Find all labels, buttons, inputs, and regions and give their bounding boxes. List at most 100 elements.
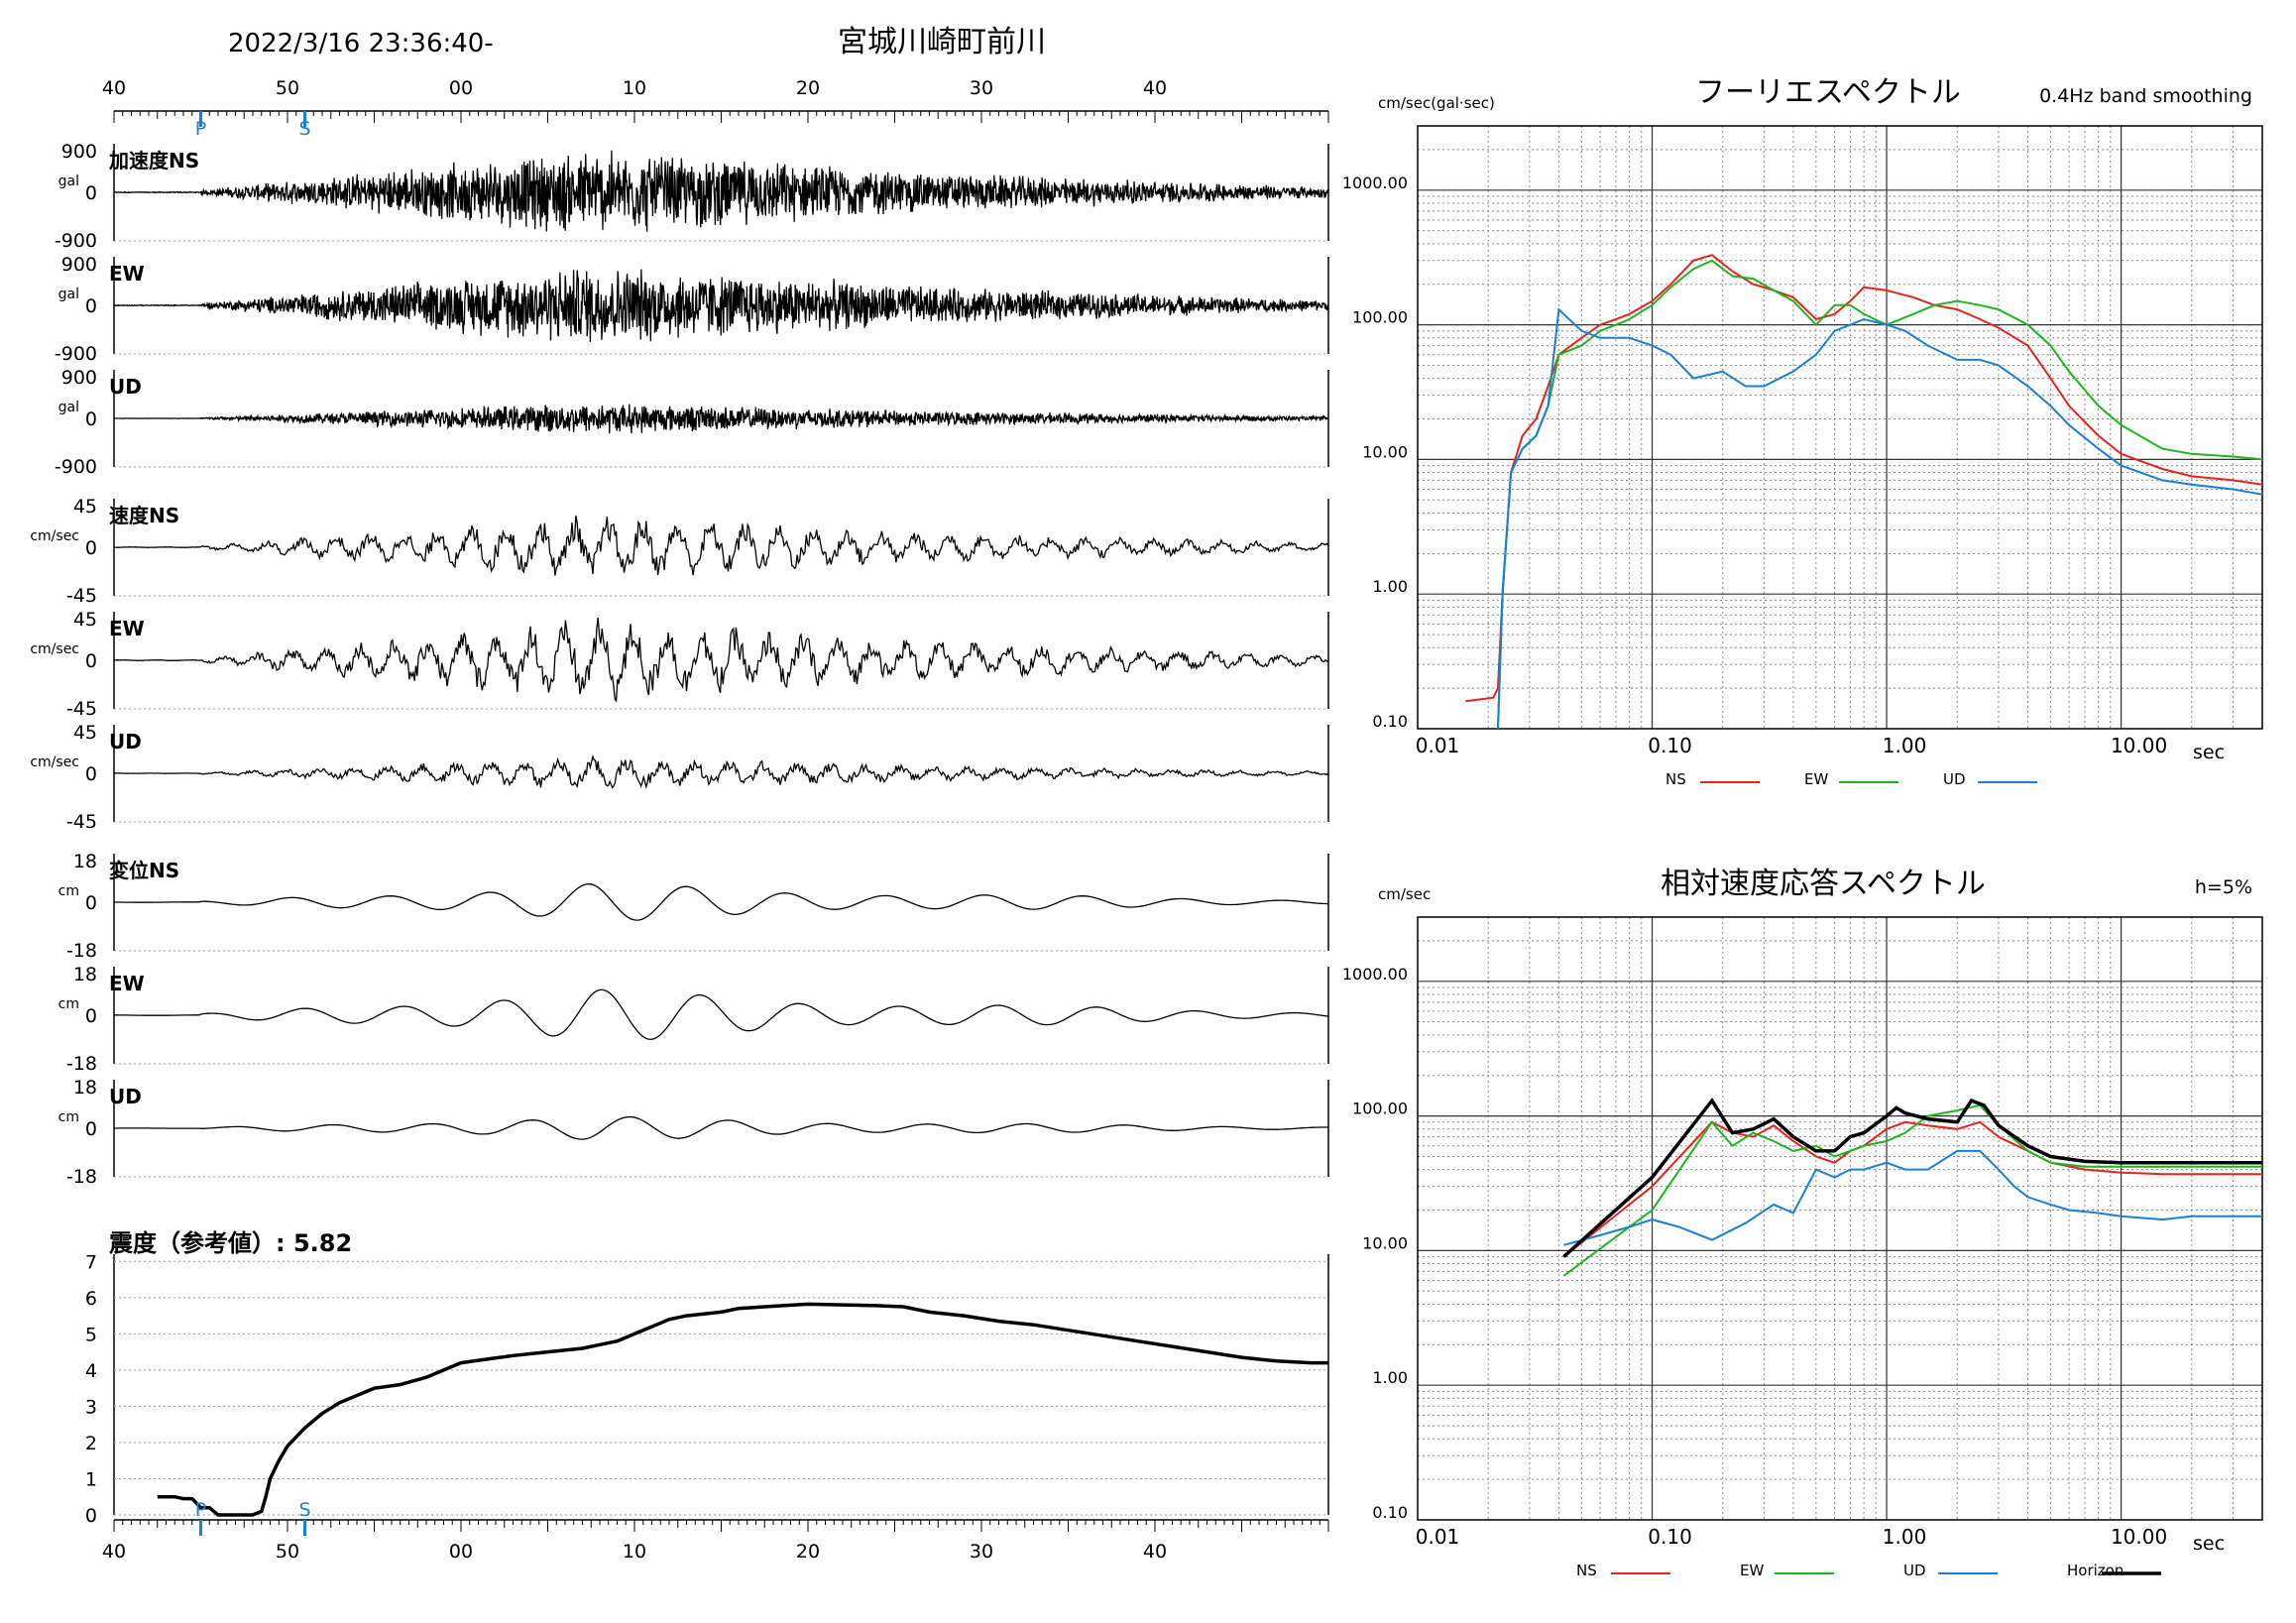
waveform-unit-label: gal xyxy=(58,287,79,302)
p-arrival-label: P xyxy=(195,118,206,140)
waveform-8: 18 0 -18 cm UD xyxy=(58,1077,1329,1188)
time-tick-label: 50 xyxy=(276,1541,299,1563)
s-arrival-label: S xyxy=(298,1499,310,1521)
waveform-title: EW xyxy=(109,972,145,995)
p-arrival-label: P xyxy=(195,1499,206,1521)
waveform-max-label: 18 xyxy=(73,1077,97,1099)
spectrum-unit: cm/sec(gal·sec) xyxy=(1378,94,1495,112)
legend-label: EW xyxy=(1740,1562,1764,1579)
spectrum-x-tick-label: 0.10 xyxy=(1648,734,1692,757)
waveform-5: 45 0 -45 cm/sec UD xyxy=(30,722,1329,833)
intensity-y-label: 4 xyxy=(85,1360,97,1382)
spectrum-x-tick-label: 1.00 xyxy=(1883,734,1927,757)
spectrum-x-tick-label: 0.01 xyxy=(1416,734,1460,757)
waveform-min-label: -900 xyxy=(55,230,97,252)
spectrum-frame xyxy=(1417,125,2263,730)
spectrum-x-tick-label: 10.00 xyxy=(2111,1525,2167,1549)
legend-label: NS xyxy=(1665,770,1686,788)
waveform-min-label: -900 xyxy=(55,343,97,365)
waveform-trace xyxy=(114,404,1329,434)
waveform-title: 変位NS xyxy=(109,859,179,882)
spectrum-note: 0.4Hz band smoothing xyxy=(2039,85,2252,107)
legend-label: EW xyxy=(1804,770,1828,788)
s-arrival-label: S xyxy=(298,118,310,140)
spectrum-x-tick-label: 10.00 xyxy=(2111,734,2167,757)
intensity-title: 震度（参考値）: 5.82 xyxy=(109,1229,352,1257)
time-tick-label: 00 xyxy=(449,77,473,99)
series-ew-line xyxy=(1562,1103,2262,1277)
waveform-title: UD xyxy=(109,1085,142,1108)
intensity-y-label: 3 xyxy=(85,1396,97,1418)
legend-label: Horizon xyxy=(2067,1562,2124,1579)
legend-label: UD xyxy=(1903,1562,1926,1579)
waveform-title: 加速度NS xyxy=(108,149,199,173)
legend-label: UD xyxy=(1943,770,1966,788)
waveform-1: 900 0 -900 gal EW xyxy=(55,254,1329,365)
waveform-title: UD xyxy=(109,730,142,754)
waveform-trace xyxy=(113,150,1328,232)
series-ns-line xyxy=(1562,1120,2262,1258)
waveform-title: EW xyxy=(109,262,145,286)
waveform-unit-label: cm/sec xyxy=(30,641,79,657)
time-tick-label: 20 xyxy=(796,1541,820,1563)
waveform-unit-label: cm xyxy=(58,883,79,899)
waveform-zero-label: 0 xyxy=(85,650,97,672)
waveform-unit-label: cm xyxy=(58,996,79,1012)
intensity-y-label: 5 xyxy=(85,1324,97,1345)
waveform-max-label: 45 xyxy=(73,496,97,518)
spectrum-y-tick-label: 1.00 xyxy=(1372,1368,1408,1387)
waveform-0: 900 0 -900 gal 加速度NS xyxy=(55,141,1329,252)
waveform-trace xyxy=(113,618,1329,703)
waveform-title: UD xyxy=(109,375,142,399)
waveform-7: 18 0 -18 cm EW xyxy=(58,964,1329,1075)
spectrum-y-tick-label: 100.00 xyxy=(1352,308,1408,327)
spectrum-y-tick-label: 10.00 xyxy=(1362,442,1408,461)
spectrum-note: h=5% xyxy=(2195,876,2252,898)
waveform-max-label: 900 xyxy=(61,141,97,163)
time-tick-label: 30 xyxy=(970,1541,993,1563)
spectrum-x-tick-label: 0.01 xyxy=(1416,1525,1460,1549)
waveform-zero-label: 0 xyxy=(85,408,97,430)
waveform-6: 18 0 -18 cm 変位NS xyxy=(58,851,1329,962)
spectrum-title: 相対速度応答スペクトル xyxy=(1661,867,1986,901)
waveform-min-label: -18 xyxy=(66,1053,97,1075)
waveform-title: EW xyxy=(109,617,145,640)
series-ud-line xyxy=(1563,1149,2262,1246)
waveform-zero-label: 0 xyxy=(85,1118,97,1140)
waveform-unit-label: cm/sec xyxy=(30,754,79,770)
waveform-zero-label: 0 xyxy=(85,182,97,204)
waveform-3: 45 0 -45 cm/sec 速度NS xyxy=(30,496,1329,607)
time-tick-label: 40 xyxy=(102,1541,126,1563)
waveform-min-label: -900 xyxy=(55,456,97,478)
waveform-min-label: -45 xyxy=(66,585,97,607)
waveform-max-label: 900 xyxy=(61,254,97,276)
time-tick-label: 40 xyxy=(1143,77,1167,99)
spectrum-x-tick-label: 1.00 xyxy=(1883,1525,1927,1549)
series-horizon-line xyxy=(1562,1098,2262,1258)
intensity-y-label: 0 xyxy=(85,1505,97,1527)
waveform-zero-label: 0 xyxy=(85,537,97,559)
waveform-min-label: -18 xyxy=(66,1166,97,1188)
intensity-line xyxy=(157,1302,1328,1517)
waveform-min-label: -45 xyxy=(66,698,97,720)
fourier-spectrum-chart: フーリエスペクトル 0.4Hz band smoothing cm/sec(gal·… xyxy=(1342,75,2263,788)
record-datetime: 2022/3/16 23:36:40- xyxy=(228,29,494,58)
time-tick-label: 40 xyxy=(1143,1541,1167,1563)
spectrum-x-tick-label: 0.10 xyxy=(1648,1525,1692,1549)
waveform-title: 速度NS xyxy=(109,504,179,527)
waveform-trace xyxy=(113,269,1329,343)
time-tick-label: 00 xyxy=(449,1541,473,1563)
spectrum-frame xyxy=(1417,916,2263,1521)
spectrum-title: フーリエスペクトル xyxy=(1695,75,1961,110)
waveform-max-label: 900 xyxy=(61,367,97,389)
intensity-y-label: 2 xyxy=(85,1433,97,1454)
time-tick-label: 20 xyxy=(796,77,820,99)
legend-label: NS xyxy=(1576,1562,1597,1579)
waveform-max-label: 45 xyxy=(73,722,97,744)
intensity-y-label: 6 xyxy=(85,1288,97,1310)
waveform-trace xyxy=(114,988,1329,1040)
waveform-max-label: 18 xyxy=(73,851,97,872)
spectrum-x-unit: sec xyxy=(2193,742,2225,763)
waveform-unit-label: gal xyxy=(58,174,79,189)
